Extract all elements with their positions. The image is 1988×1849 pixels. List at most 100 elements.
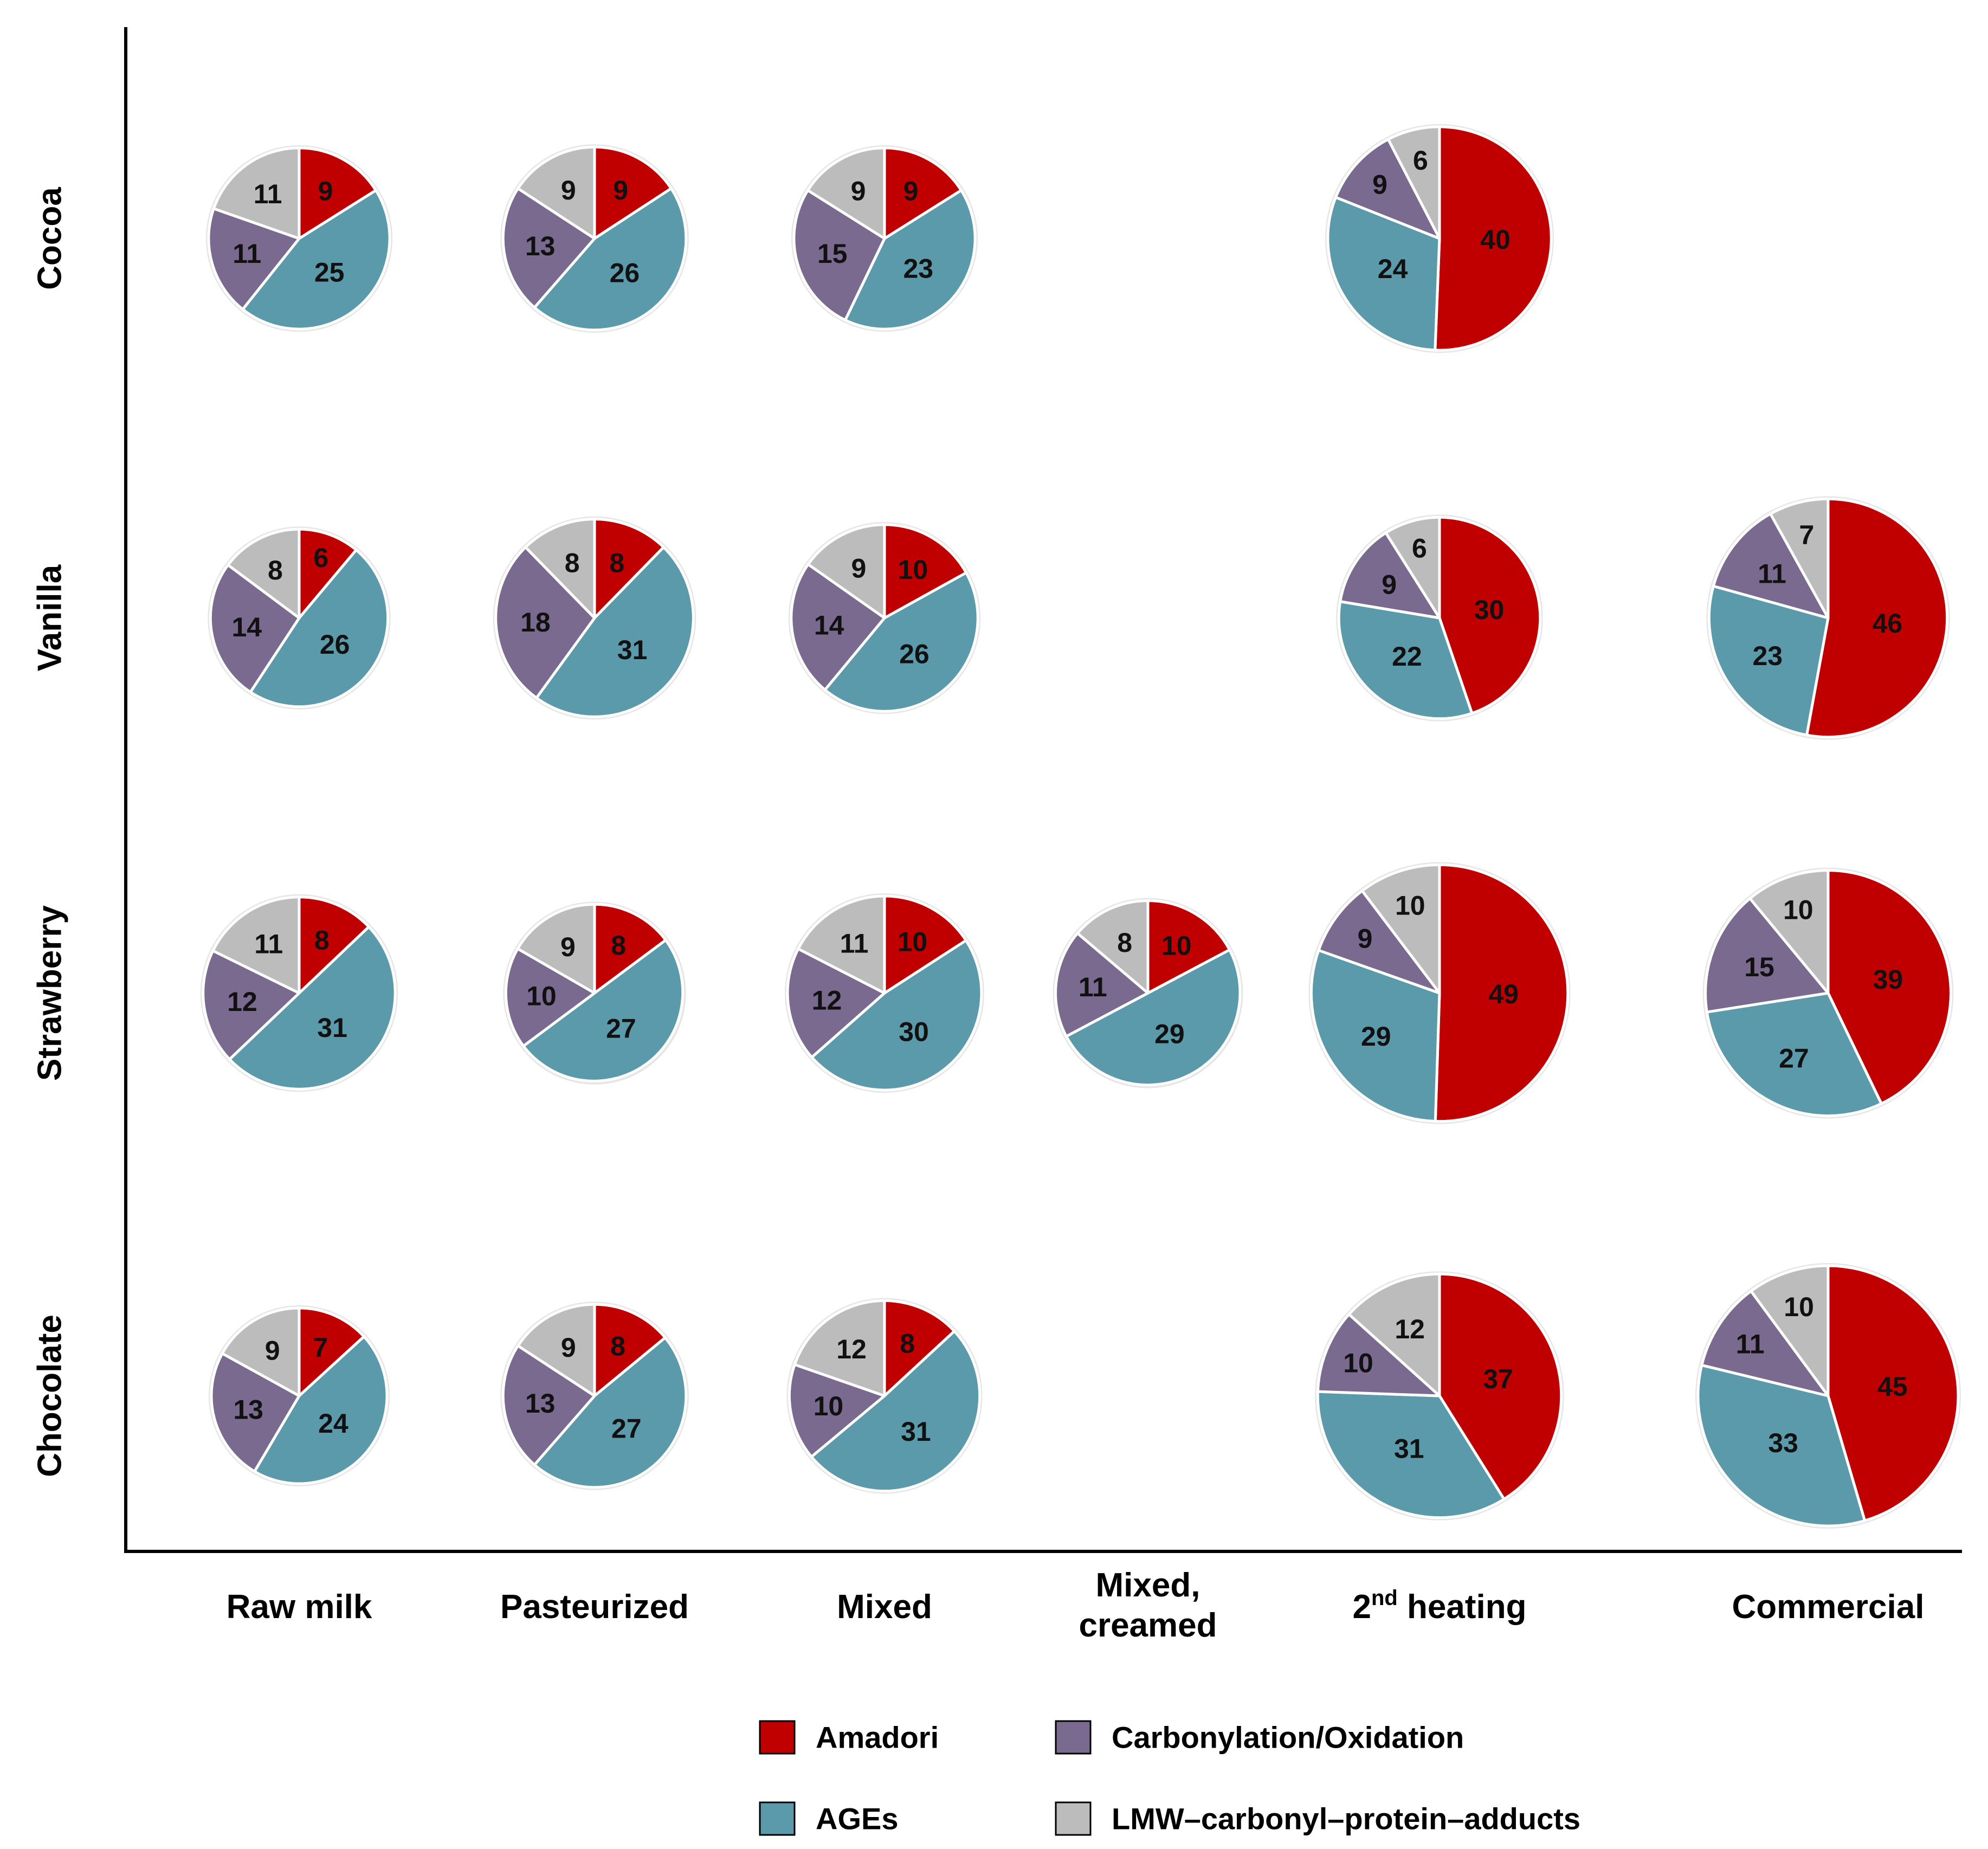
slice-label-amadori: 45 xyxy=(1877,1371,1908,1402)
slice-label-carbonylation-oxidation: 10 xyxy=(1343,1348,1373,1378)
slice-amadori xyxy=(298,1306,366,1397)
slice-label-lmw-carbonyl-protein-adducts: 10 xyxy=(1395,891,1425,921)
slice-label-ages: 25 xyxy=(314,257,345,287)
slice-label-lmw-carbonyl-protein-adducts: 9 xyxy=(560,932,576,962)
slice-label-ages: 29 xyxy=(1361,1021,1391,1052)
slice-ages xyxy=(810,1330,982,1493)
legend-swatch xyxy=(759,1720,796,1755)
slice-label-carbonylation-oxidation: 9 xyxy=(1382,569,1397,600)
pie-cocoa-2nd-heating: 40 24 96 xyxy=(1325,124,1554,353)
slice-ages xyxy=(535,546,695,718)
slice-lmw-carbonyl-protein-adducts xyxy=(793,1299,886,1397)
slice-label-amadori: 46 xyxy=(1873,608,1903,639)
slice-label-amadori: 40 xyxy=(1480,224,1511,255)
slice-amadori xyxy=(1438,516,1542,715)
pie-strawberry-commercial: 39 27 15 10 xyxy=(1702,867,1954,1119)
slice-label-lmw-carbonyl-protein-adducts: 9 xyxy=(561,1332,576,1363)
slice-label-ages: 31 xyxy=(1394,1433,1424,1464)
row-label-vanilla: Vanilla xyxy=(31,564,69,671)
slice-lmw-carbonyl-protein-adducts xyxy=(1347,1272,1441,1397)
slice-carbonylation-oxidation xyxy=(1316,1313,1441,1397)
slice-amadori xyxy=(883,894,967,995)
slice-carbonylation-oxidation xyxy=(504,947,596,1048)
pie-strawberry-pasteurized: 8 27 109 xyxy=(503,901,686,1085)
slice-label-lmw-carbonyl-protein-adducts: 9 xyxy=(561,175,576,205)
slice-amadori xyxy=(593,145,673,240)
slice-label-ages: 24 xyxy=(318,1408,348,1439)
legend-swatch xyxy=(1055,1720,1092,1755)
slice-amadori xyxy=(883,523,968,620)
pie-strawberry-mixed: 10 30 12 11 xyxy=(785,893,984,1093)
slice-label-amadori: 30 xyxy=(1474,595,1505,625)
slice-ages xyxy=(1326,196,1441,352)
slice-carbonylation-oxidation xyxy=(207,207,301,311)
slice-ages xyxy=(810,939,983,1092)
pie-vanilla-2nd-heating: 30 22 96 xyxy=(1336,514,1543,721)
slice-ages xyxy=(1696,1363,1867,1528)
slice-label-lmw-carbonyl-protein-adducts: 8 xyxy=(565,548,580,578)
slice-label-ages: 23 xyxy=(1752,641,1783,671)
legend-item-carbonylation-oxidation: Carbonylation/Oxidation xyxy=(1055,1720,1464,1755)
slice-label-amadori: 8 xyxy=(900,1329,915,1359)
slice-label-carbonylation-oxidation: 9 xyxy=(1358,923,1373,954)
slice-label-ages: 26 xyxy=(610,258,640,288)
slice-label-lmw-carbonyl-protein-adducts: 9 xyxy=(851,553,866,583)
slice-lmw-carbonyl-protein-adducts xyxy=(1360,863,1441,995)
slice-label-carbonylation-oxidation: 11 xyxy=(1079,972,1107,1002)
column-label-pasteurized: Pasteurized xyxy=(500,1588,689,1626)
slice-label-lmw-carbonyl-protein-adducts: 12 xyxy=(836,1334,867,1364)
slice-label-carbonylation-oxidation: 11 xyxy=(1758,558,1786,589)
slice-carbonylation-oxidation xyxy=(792,189,886,322)
slice-lmw-carbonyl-protein-adducts xyxy=(212,146,301,240)
row-labels: Cocoa Vanilla Strawberry Chocolate xyxy=(31,187,69,1477)
legend-item-amadori: Amadori xyxy=(759,1720,939,1755)
slice-amadori xyxy=(1805,497,1949,739)
slice-amadori xyxy=(1146,899,1231,995)
slice-lmw-carbonyl-protein-adducts xyxy=(516,903,596,995)
slice-carbonylation-oxidation xyxy=(210,1352,301,1473)
slice-label-lmw-carbonyl-protein-adducts: 6 xyxy=(1412,533,1427,564)
slice-label-amadori: 9 xyxy=(903,176,919,206)
slice-ages xyxy=(522,938,685,1083)
slice-lmw-carbonyl-protein-adducts xyxy=(806,146,886,240)
slice-label-amadori: 8 xyxy=(611,930,626,961)
pie-chocolate-raw-milk: 7 24 139 xyxy=(209,1305,390,1486)
slice-label-ages: 22 xyxy=(1392,641,1422,672)
slice-ages xyxy=(533,1336,688,1489)
slice-lmw-carbonyl-protein-adducts xyxy=(1386,125,1441,240)
pie-vanilla-pasteurized: 8 31 18 8 xyxy=(493,516,696,720)
slice-carbonylation-oxidation xyxy=(1704,897,1830,1014)
slice-ages xyxy=(533,187,688,332)
slice-label-ages: 27 xyxy=(1779,1043,1809,1073)
column-label-2nd-heating: 2nd heating xyxy=(1352,1586,1526,1626)
slice-label-carbonylation-oxidation: 15 xyxy=(1744,952,1774,982)
column-labels: Raw milk Pasteurized Mixed Mixed, creamed 2nd… xyxy=(227,1567,1925,1644)
slice-label-amadori: 6 xyxy=(313,543,328,573)
slice-lmw-carbonyl-protein-adducts xyxy=(1750,1264,1830,1397)
slice-label-amadori: 8 xyxy=(610,1331,625,1361)
slice-carbonylation-oxidation xyxy=(501,1344,596,1466)
slice-carbonylation-oxidation xyxy=(1339,531,1441,620)
slice-ages xyxy=(823,571,979,713)
pie-cocoa-raw-milk: 9 25 11 11 xyxy=(205,145,393,332)
slice-amadori xyxy=(883,146,963,240)
slice-amadori xyxy=(1434,125,1553,352)
slice-carbonylation-oxidation xyxy=(1712,512,1830,620)
slice-carbonylation-oxidation xyxy=(202,949,301,1061)
pie-vanilla-raw-milk: 6 26 148 xyxy=(208,526,391,710)
slice-label-carbonylation-oxidation: 13 xyxy=(525,231,556,261)
slice-label-ages: 33 xyxy=(1768,1428,1798,1458)
column-label-mixed: Mixed xyxy=(837,1588,932,1626)
legend: Amadori Carbonylation/Oxidation AGEs LMW–ca… xyxy=(759,1720,1580,1836)
slice-carbonylation-oxidation xyxy=(1317,889,1441,995)
slice-amadori xyxy=(1826,1264,1960,1522)
slice-ages xyxy=(228,925,397,1091)
slice-label-amadori: 9 xyxy=(318,176,333,206)
column-label-raw-milk: Raw milk xyxy=(227,1588,372,1626)
slice-carbonylation-oxidation xyxy=(494,546,596,700)
legend-item-lmw-carbonyl-protein-adducts: LMW–carbonyl–protein–adducts xyxy=(1055,1801,1580,1836)
pie-chocolate-2nd-heating: 37 31 10 12 xyxy=(1315,1271,1564,1521)
slice-label-carbonylation-oxidation: 12 xyxy=(812,985,842,1015)
slice-amadori xyxy=(593,1303,667,1397)
